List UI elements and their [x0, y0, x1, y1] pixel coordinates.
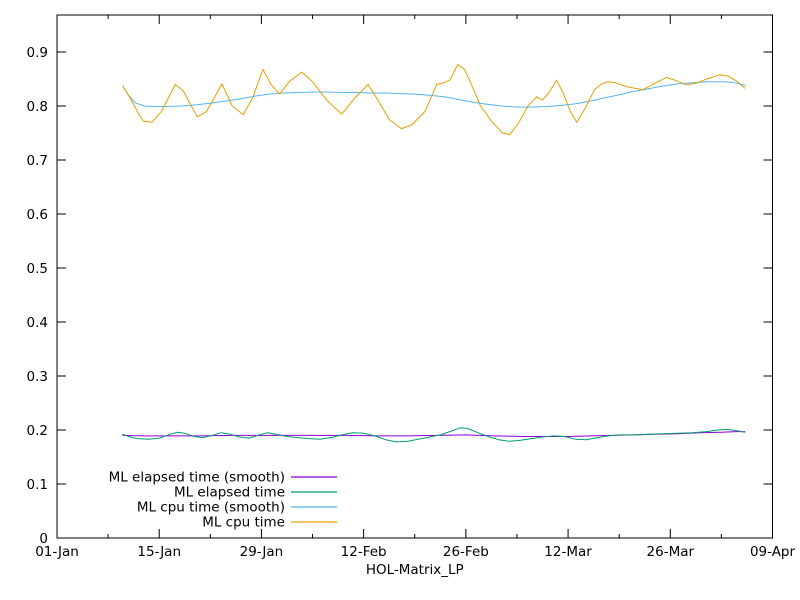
- x-tick-label: 12-Feb: [341, 544, 387, 560]
- x-tick-label: 01-Jan: [35, 544, 79, 560]
- x-axis-label: HOL-Matrix_LP: [366, 562, 464, 578]
- y-tick-label: 0: [39, 531, 48, 547]
- series-line-ml-cpu: [122, 63, 746, 136]
- y-tick-label: 0.8: [27, 99, 48, 115]
- series-line-ml-elapsed: [122, 427, 746, 443]
- x-tick-label: 15-Jan: [137, 544, 181, 560]
- y-tick-label: 0.2: [27, 423, 48, 439]
- legend-label-ml-cpu: ML cpu time: [202, 515, 285, 531]
- legend-label-ml-elapsed: ML elapsed time: [174, 485, 285, 501]
- plot-border: [56, 14, 773, 539]
- series-line-ml-cpu-smooth: [122, 81, 746, 108]
- y-tick-label: 0.7: [27, 153, 48, 169]
- y-tick-label: 0.9: [27, 45, 48, 61]
- series-line-ml-elapsed-smooth: [122, 431, 746, 437]
- y-tick-label: 0.5: [27, 261, 48, 277]
- x-tick-label: 09-Apr: [750, 544, 796, 560]
- y-tick-label: 0.6: [27, 207, 48, 223]
- y-tick-label: 0.1: [27, 477, 48, 493]
- x-tick-label: 12-Mar: [544, 544, 592, 560]
- x-tick-label: 26-Mar: [647, 544, 695, 560]
- legend-label-ml-elapsed-smooth: ML elapsed time (smooth): [109, 470, 285, 486]
- legend-label-ml-cpu-smooth: ML cpu time (smooth): [137, 500, 285, 516]
- x-tick-label: 29-Jan: [240, 544, 284, 560]
- y-tick-label: 0.3: [27, 369, 48, 385]
- y-tick-label: 0.4: [27, 315, 48, 331]
- x-tick-label: 26-Feb: [443, 544, 489, 560]
